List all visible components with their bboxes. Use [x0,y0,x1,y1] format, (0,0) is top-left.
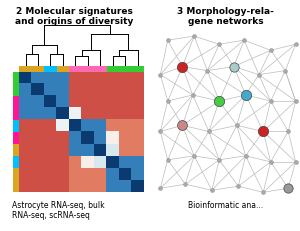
Text: Bioinformatic ana...: Bioinformatic ana... [188,201,263,210]
Text: 3 Morphology-rela-
gene networks: 3 Morphology-rela- gene networks [177,7,274,26]
Text: 2 Molecular signatures
and origins of diversity: 2 Molecular signatures and origins of di… [15,7,134,26]
Text: Astrocyte RNA-seq, bulk
RNA-seq, scRNA-seq: Astrocyte RNA-seq, bulk RNA-seq, scRNA-s… [12,201,104,220]
